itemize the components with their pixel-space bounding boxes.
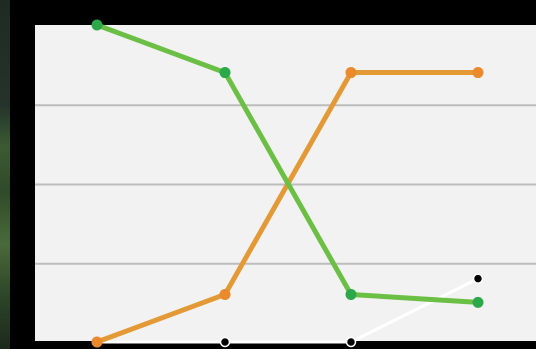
series-1-point-3 [345,288,357,300]
series-2-point-3 [345,67,357,79]
background-photo-strip [0,0,12,349]
series-2-point-1 [91,336,103,348]
series-2-point-4 [472,67,484,79]
series-1-line [96,22,479,305]
series-3-point-3 [345,336,357,348]
series-group [91,19,484,348]
series-2-point-2 [219,288,231,300]
series-3-line [97,277,479,344]
series-1-point-1 [91,19,103,31]
series-1-point-4 [472,296,484,308]
series-3-point-4 [472,273,484,284]
series-1-point-2 [219,67,231,79]
series-3-point-2 [219,336,231,348]
